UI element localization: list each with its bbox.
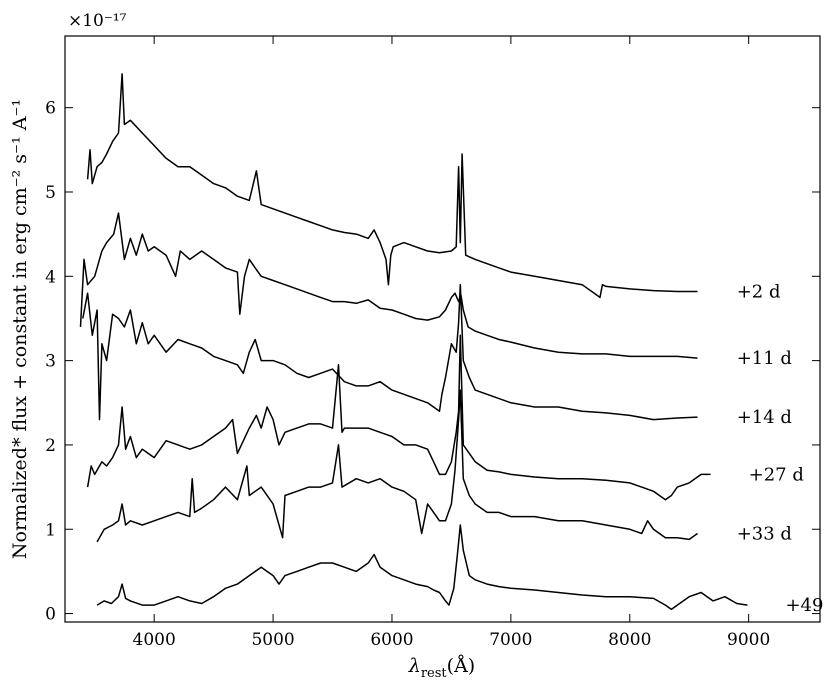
y-axis-label: Normalized* flux + constant in erg cm⁻² … — [9, 99, 31, 559]
series-layer — [79, 73, 748, 611]
spectrum-line-5 — [96, 389, 698, 543]
x-tick-label: 7000 — [489, 630, 532, 650]
epoch-label: +33 d — [737, 523, 792, 544]
spectrum-line-1 — [86, 73, 698, 299]
y-tick-label: 5 — [45, 183, 56, 203]
ticks-layer: 4000 5000 6000 7000 8000 9000 0 1 2 3 4 5 6 — [45, 36, 820, 650]
y-tick-label: 3 — [45, 352, 56, 372]
x-tick-label: 6000 — [370, 630, 413, 650]
y-multiplier: ×10⁻¹⁷ — [68, 11, 127, 31]
y-tick-label: 4 — [45, 267, 56, 287]
x-axis-label: λrest(Å) — [408, 655, 475, 681]
spectrum-line-4 — [86, 334, 711, 501]
epoch-label: +27 d — [749, 464, 804, 485]
x-axis-label-unit: (Å) — [447, 655, 476, 677]
spectrum-line-2 — [79, 212, 698, 359]
x-tick-label: 9000 — [727, 630, 770, 650]
x-axis-label-symbol: λ — [408, 655, 421, 677]
y-tick-label: 2 — [45, 436, 56, 456]
x-tick-label: 4000 — [133, 630, 176, 650]
x-tick-label: 8000 — [608, 630, 651, 650]
epoch-label: +14 d — [737, 407, 792, 428]
y-tick-label: 6 — [45, 99, 56, 119]
x-tick-label: 5000 — [251, 630, 294, 650]
y-tick-label: 0 — [45, 605, 56, 625]
epoch-label: +11 d — [737, 348, 792, 369]
spectrum-line-3 — [82, 283, 698, 421]
spectrum-line-6 — [96, 524, 748, 611]
epoch-label: +49 d — [785, 595, 830, 616]
x-axis-label-subscript: rest — [421, 666, 448, 681]
epoch-labels-layer: +2 d +11 d +14 d +27 d +33 d +49 d — [737, 281, 830, 616]
epoch-label: +2 d — [737, 281, 781, 302]
y-tick-label: 1 — [45, 520, 56, 540]
plot-frame — [64, 35, 821, 623]
